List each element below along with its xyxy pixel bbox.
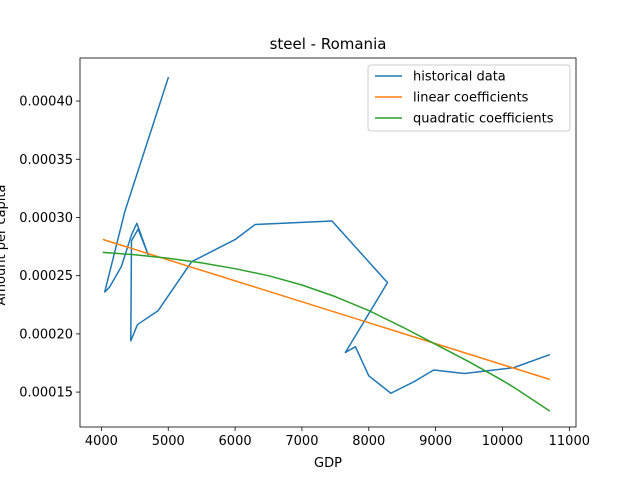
legend-label: quadratic coefficients <box>413 112 554 127</box>
x-axis: 4000 5000 6000 7000 8000 9000 10000 11000 <box>85 427 590 449</box>
y-tick-label: 0.00015 <box>19 386 73 401</box>
y-axis-label: Amount per capita <box>0 185 9 306</box>
y-axis: 0.00015 0.00020 0.00025 0.00030 0.00035 0.000… <box>19 95 80 401</box>
x-tick-label: 9000 <box>419 434 452 449</box>
series-line-quadratic-coefficients <box>102 251 551 412</box>
legend-label: historical data <box>413 70 506 85</box>
y-tick-label: 0.00035 <box>19 153 73 168</box>
plot-frame <box>79 57 577 428</box>
y-tick-label: 0.00020 <box>19 327 73 342</box>
x-tick-label: 7000 <box>285 434 318 449</box>
x-tick-label: 4000 <box>85 434 118 449</box>
x-tick-label: 6000 <box>219 434 252 449</box>
legend-label: linear coefficients <box>413 91 529 106</box>
x-tick-label: 10000 <box>482 434 523 449</box>
x-tick-label: 5000 <box>152 434 185 449</box>
legend: historical data linear coefficients quadra… <box>367 64 571 132</box>
x-tick-label: 11000 <box>549 434 590 449</box>
series-group <box>102 76 551 412</box>
y-tick-label: 0.00040 <box>19 95 73 110</box>
chart-title: steel - Romania <box>270 35 387 53</box>
series-line-linear-coefficients <box>102 238 551 381</box>
legend-frame <box>367 64 571 132</box>
x-tick-label: 8000 <box>352 434 385 449</box>
y-tick-label: 0.00030 <box>19 211 73 226</box>
y-tick-label: 0.00025 <box>19 269 73 284</box>
x-axis-label: GDP <box>314 456 342 471</box>
